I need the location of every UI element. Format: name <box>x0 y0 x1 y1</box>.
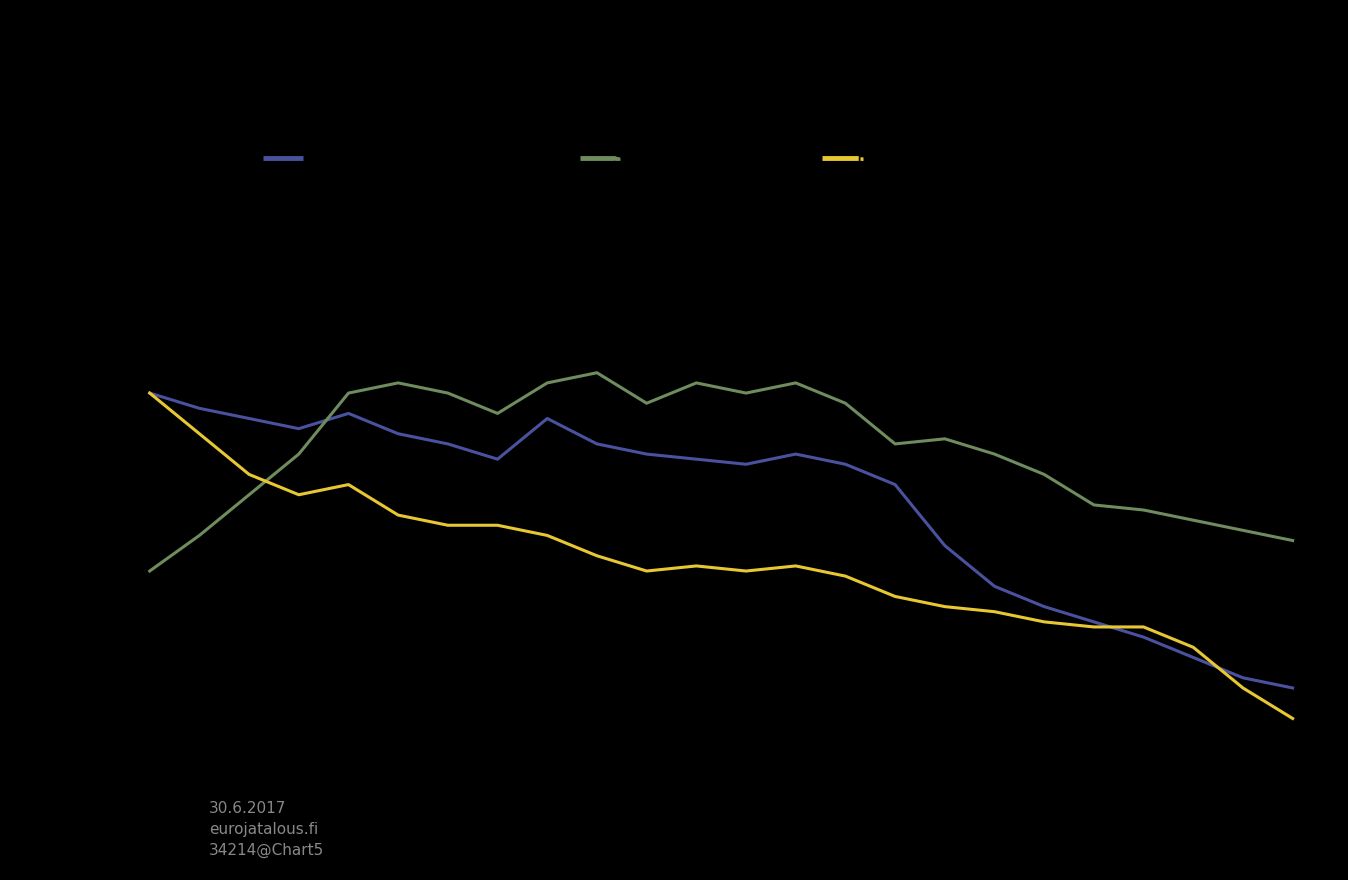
Text: Suomi: Suomi <box>303 150 360 167</box>
Text: Ruotsi: Ruotsi <box>856 150 911 167</box>
Text: Saksa: Saksa <box>613 150 667 167</box>
Text: 30.6.2017
eurojatalous.fi
34214@Chart5: 30.6.2017 eurojatalous.fi 34214@Chart5 <box>209 801 324 858</box>
Text: Suomen lisäksi myös Saksa ja Ruotsi ovat menettäneet jalansijaa maailman tavarak: Suomen lisäksi myös Saksa ja Ruotsi ovat… <box>127 26 1221 50</box>
